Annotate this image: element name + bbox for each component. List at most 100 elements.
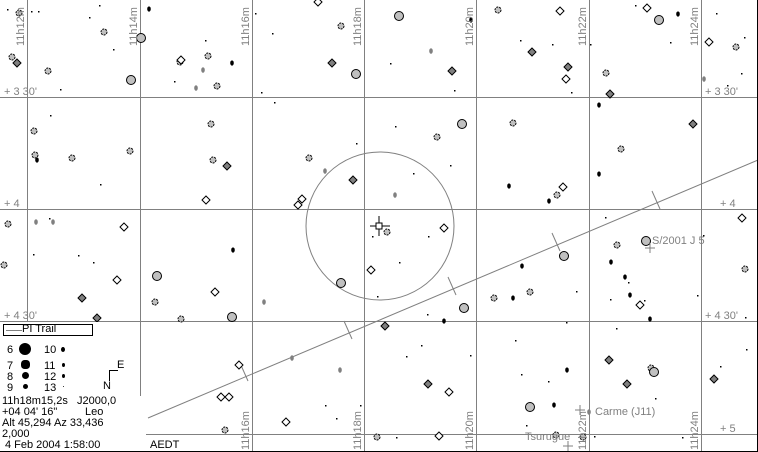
- mag-label: 11: [44, 360, 56, 372]
- mag-label: 6: [7, 344, 14, 356]
- star: [602, 69, 610, 77]
- deep-sky-object: [12, 58, 22, 68]
- mag-12-dot: [62, 374, 65, 378]
- star: [442, 318, 446, 324]
- faint-star: [38, 11, 40, 13]
- star: [213, 82, 221, 90]
- info-datetime: 4 Feb 2004 1:58:00: [5, 439, 101, 451]
- deep-sky-object: [447, 66, 457, 76]
- trail-tick: [651, 190, 661, 210]
- star: [126, 147, 134, 155]
- bright-star: [559, 251, 569, 261]
- faint-star: [716, 13, 718, 15]
- faint-star: [390, 63, 392, 65]
- star: [393, 192, 397, 198]
- faint-star: [372, 236, 374, 238]
- deep-sky-object: [348, 175, 358, 185]
- dec-label: + 4 30': [4, 310, 37, 322]
- info-ra: 11h18m15,2s: [2, 395, 68, 407]
- info-panel: [0, 396, 146, 451]
- star: [623, 274, 627, 280]
- faint-star: [576, 291, 578, 293]
- faint-star: [93, 262, 95, 264]
- bright-star: [351, 69, 361, 79]
- object-label-carme[interactable]: Carme (J11): [595, 406, 656, 418]
- star: [68, 154, 76, 162]
- mag-label: 8: [7, 371, 14, 383]
- star: [507, 183, 511, 189]
- faint-star: [395, 126, 397, 128]
- star: [552, 431, 560, 439]
- deep-sky-object: [444, 387, 454, 397]
- star: [305, 154, 313, 162]
- faint-star: [697, 295, 699, 297]
- faint-star: [566, 322, 568, 324]
- deep-sky-object: [119, 222, 129, 232]
- faint-star: [174, 81, 176, 83]
- faint-star: [336, 418, 338, 420]
- faint-star: [590, 44, 592, 46]
- star: [338, 367, 342, 373]
- trail-tick: [343, 320, 353, 340]
- trail-toggle[interactable]: PI Trail: [3, 323, 93, 336]
- faint-star: [272, 33, 274, 35]
- object-label-s2001j5[interactable]: S/2001 J 5: [652, 235, 705, 247]
- star: [579, 433, 587, 441]
- star: [676, 11, 680, 17]
- star: [204, 52, 212, 60]
- star: [51, 219, 55, 225]
- mag-9-dot: [23, 384, 28, 389]
- mag-label: 7: [7, 360, 14, 372]
- mag-label: 12: [44, 371, 57, 383]
- deep-sky-object: [688, 119, 698, 129]
- deep-sky-object: [709, 374, 719, 384]
- faint-star: [49, 218, 51, 220]
- deep-sky-object: [380, 321, 390, 331]
- star: [147, 6, 151, 12]
- star: [469, 17, 473, 23]
- bright-star: [136, 33, 146, 43]
- faint-star: [644, 300, 646, 302]
- deep-sky-object: [527, 47, 537, 57]
- trail-line-sample: [6, 330, 22, 331]
- star: [609, 259, 613, 265]
- dec-label: + 4: [4, 198, 20, 210]
- star: [221, 426, 229, 434]
- dec-label: + 5: [720, 423, 736, 435]
- bright-star: [649, 367, 659, 377]
- deep-sky-object: [92, 313, 102, 323]
- object-label-moon[interactable]: Tsurugue: [525, 431, 571, 443]
- star: [30, 127, 38, 135]
- faint-star: [421, 345, 423, 347]
- star: [509, 119, 517, 127]
- ra-label: 11h18m: [352, 7, 364, 46]
- deep-sky-object: [642, 3, 652, 13]
- mag-8-dot: [22, 372, 29, 379]
- deep-sky-object: [234, 360, 244, 370]
- info-epoch: J2000,0: [77, 395, 117, 407]
- faint-star: [396, 437, 398, 439]
- star: [209, 156, 217, 164]
- star: [597, 171, 601, 177]
- faint-star: [635, 5, 637, 7]
- deep-sky-object: [434, 431, 444, 441]
- compass-east-label: E: [117, 359, 125, 371]
- dec-label: + 3 30': [4, 86, 37, 98]
- star: [337, 22, 345, 30]
- faint-star: [594, 436, 596, 438]
- deep-sky-object: [224, 392, 234, 402]
- trail-tick: [447, 276, 457, 296]
- ra-label: 11h22m: [577, 411, 589, 450]
- ra-label: 11h24m: [689, 7, 701, 46]
- star: [613, 241, 621, 249]
- deep-sky-object: [297, 194, 307, 204]
- info-dec: +04 04' 16": [2, 406, 58, 418]
- bright-star: [126, 75, 136, 85]
- deep-sky-object: [293, 200, 303, 210]
- deep-sky-object: [210, 287, 220, 297]
- faint-star: [406, 356, 408, 358]
- bright-star: [336, 278, 346, 288]
- star: [628, 292, 632, 298]
- faint-star: [89, 17, 91, 19]
